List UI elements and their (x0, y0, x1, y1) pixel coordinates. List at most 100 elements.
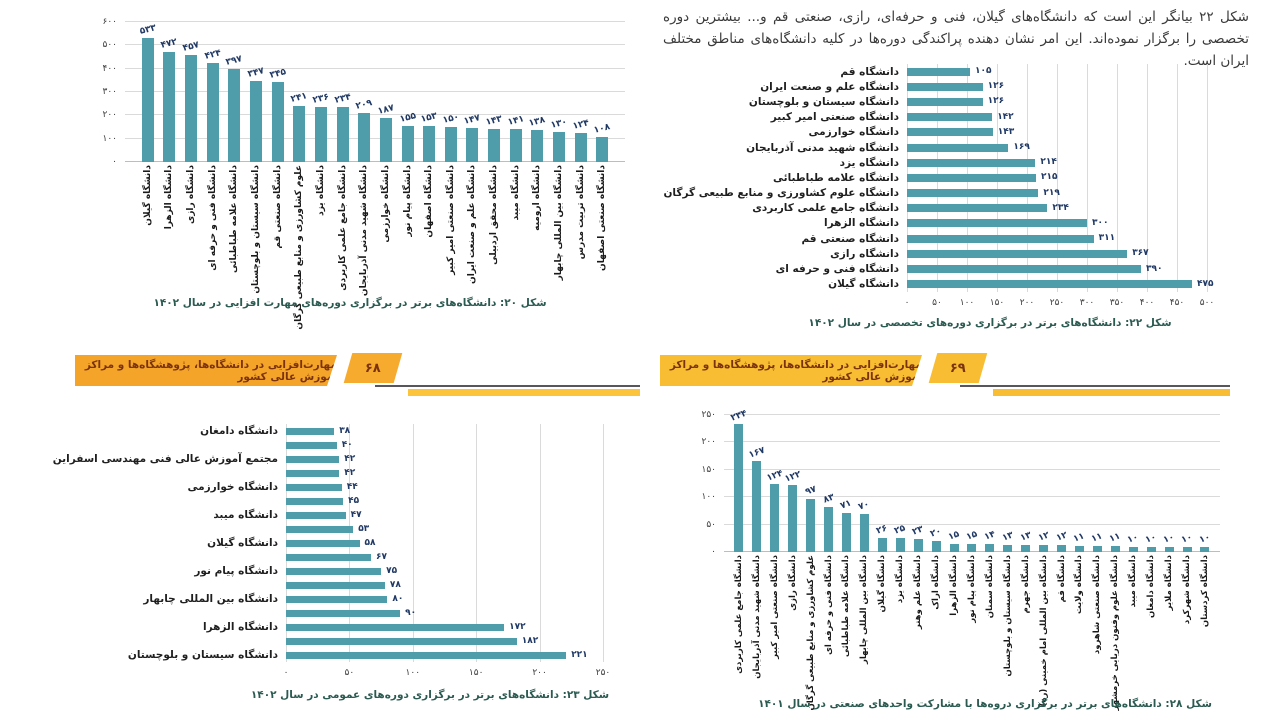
y-axis-tick: ۲۰۰ (102, 110, 117, 121)
bar-slot: ۱۵۳ (418, 10, 440, 162)
caption-fig23: شکل ۲۳: دانشگاه‌های برتر در برگزاری دوره… (250, 689, 610, 701)
category-label: دانشگاه اصفهان (424, 165, 435, 238)
value-label: ۳۹۷ (225, 54, 244, 69)
value-label: ۱۱ (1108, 531, 1123, 545)
bar (1039, 545, 1049, 552)
bar (141, 37, 154, 162)
bar (488, 128, 501, 162)
value-label: ۱۲۶ (987, 81, 1005, 92)
bar-slot: ۱۰ (1178, 399, 1196, 552)
bar (1146, 546, 1156, 552)
x-axis-tick: ۰ (283, 668, 289, 678)
category-label: دانشگاه فنی و حرفه ای (823, 555, 834, 655)
chart-row: دانشگاه فنی و حرفه ای ۳۹۰ (690, 261, 1252, 276)
x-axis-tick: ۵۰ (344, 668, 355, 678)
chart-row: مجتمع آموزش عالی فنی مهندسی اسفراین ۴۲ (53, 452, 620, 466)
category-label: دانشگاه رازی (787, 555, 798, 611)
y-axis-tick: ۱۰۰ (102, 133, 117, 144)
bar (271, 81, 284, 162)
category-label: دانشگاه شهید مدنی آذربایجان (751, 555, 762, 679)
bar (752, 460, 762, 552)
rows: دانشگاه دامغان ۳۸ ۴۰ مجتمع آموزش عالی فنی م… (53, 424, 620, 662)
gridline (125, 161, 625, 162)
chart-fig22: ۰ ۵۰ ۱۰۰ ۱۵۰ ۲۰۰ ۲۵۰ ۳۰۰ ۳۵۰ ۴۰۰ ۴۵۰ ۵۰۰ دانشگاه قم… (663, 62, 1252, 314)
bar (907, 265, 1141, 274)
x-axis-tick: ۴۵۰ (1169, 298, 1185, 308)
y-axis-tick: ۶۰۰ (102, 17, 117, 27)
x-axis-tick: ۲۰۰ (532, 668, 547, 678)
x-label-slot: دانشگاه علم و صنعت ایران (462, 162, 484, 304)
bar (824, 506, 834, 552)
category-label: دانشگاه یزد (839, 156, 899, 169)
value-label: ۱۴۳ (484, 113, 504, 128)
chart-row: ۴۵ (150, 494, 620, 508)
bar (967, 543, 977, 552)
category-label: دانشگاه گیلان (142, 165, 153, 226)
bars-row: ۲۳۴ ۱۶۷ ۱۲۴ ۱۲۲ ۹۷ ۸۳ ۷۱ ۷۰ ۲۶ ۲۵ ۲۳ ۲۰ ۱۵ ۱۵ ۱۴ ۱۳ ۱۳ ۱۲… (729, 399, 1214, 552)
category-label: دانشگاه فنی و حرفه ای (775, 263, 899, 276)
bar-slot: ۹۷ (802, 399, 820, 552)
value-label: ۲۲۱ (571, 649, 588, 660)
x-label-slot: دانشگاه محقق اردبیلی (483, 162, 505, 304)
chart-row: ۴۰ (150, 438, 620, 452)
value-label: ۷۵ (386, 565, 398, 576)
chart-row: ۶۷ (150, 550, 620, 564)
bar-track: ۴۵ (286, 494, 620, 508)
caption-fig22: شکل ۲۲: دانشگاه‌های برتر در برگزاری دوره… (808, 317, 1172, 329)
chart-row: دانشگاه صنعتی امیر کبیر ۱۴۲ (690, 110, 1252, 125)
value-label: ۴۷۵ (1197, 278, 1214, 289)
value-label: ۱۵۳ (419, 111, 439, 126)
bar-slot: ۳۴۷ (245, 10, 267, 162)
x-label-slot: دانشگاه سیستان و بلوچستان (245, 162, 267, 304)
bar-slot: ۲۶ (873, 399, 891, 552)
bar (286, 483, 342, 491)
gridline (412, 424, 414, 662)
bar (423, 126, 436, 162)
category-label: دانشگاه علوم کشاورزی و منابع طبیعی گرگان (663, 187, 899, 200)
bar (286, 595, 388, 603)
bar (286, 539, 360, 547)
bar (907, 143, 1009, 152)
value-label: ۲۳۴ (1052, 202, 1069, 213)
value-label: ۱۰۸ (593, 121, 612, 136)
bar-slot: ۱۴۳ (483, 10, 505, 162)
bar (286, 567, 382, 575)
bar-slot: ۱۲۲ (783, 399, 802, 552)
banner-title-text: مهارت‌افزایی در دانشگاه‌ها، پژوهشگاه‌ها … (669, 358, 922, 383)
category-label: دانشگاه اراک (931, 555, 942, 610)
bar-slot: ۱۴ (981, 399, 999, 552)
x-label-slot: دانشگاه رازی (180, 162, 202, 304)
x-axis-tick: ۳۵۰ (1109, 298, 1125, 308)
category-label: دانشگاه گیلان (828, 278, 899, 291)
value-label: ۱۸۲ (521, 635, 539, 646)
banner-rule (960, 385, 1230, 387)
value-label: ۱۰ (1144, 531, 1159, 546)
bar (286, 497, 344, 505)
value-label: ۵۳ (358, 523, 370, 534)
y-axis-tick: ۲۰۰ (701, 437, 716, 448)
value-label: ۹۰ (405, 607, 417, 618)
bar-slot: ۱۳۰ (548, 10, 570, 162)
chart-row: ۹۰ (150, 606, 620, 620)
y-axis-tick: ۰ (711, 547, 716, 557)
category-label: دانشگاه الزهرا (202, 621, 278, 633)
x-label-slot: دانشگاه کردستان (1196, 552, 1214, 702)
value-label: ۱۲ (1054, 530, 1069, 544)
bar-track: ۹۰ (286, 606, 620, 620)
bar-track: ۴۰ (286, 438, 620, 452)
x-label-slot: دانشگاه ارومیه (527, 162, 549, 304)
bar-track: ۷۵ (286, 564, 620, 578)
value-label: ۲۳۶ (311, 92, 331, 106)
bar-track: ۶۷ (286, 550, 620, 564)
page-number-badge: ۶۸ (343, 353, 403, 383)
category-label: دانشگاه جامع علمی کاربردی (337, 165, 348, 291)
bar-slot: ۲۴۱ (288, 10, 310, 162)
value-label: ۳۰۰ (1092, 217, 1109, 228)
value-label: ۳۴۷ (246, 66, 266, 80)
bar (552, 131, 565, 162)
gridline (1087, 64, 1088, 292)
value-label: ۱۳ (1018, 530, 1033, 544)
value-label: ۱۸۷ (376, 103, 396, 118)
category-label: دانشگاه علم وهنر (913, 555, 924, 630)
gridline (1057, 64, 1058, 292)
